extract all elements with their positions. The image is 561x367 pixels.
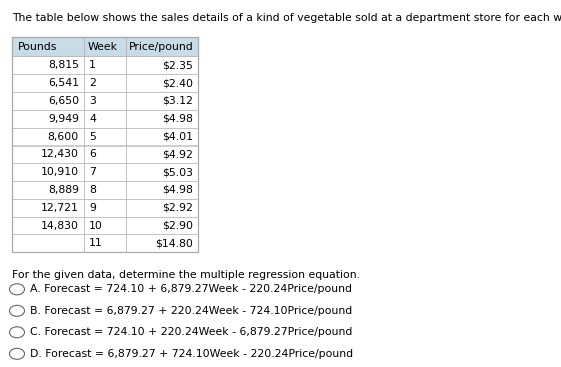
Text: $14.80: $14.80 bbox=[155, 239, 193, 248]
Bar bbox=[12, 163, 198, 181]
Text: 12,430: 12,430 bbox=[41, 149, 79, 159]
Bar bbox=[12, 74, 198, 92]
Bar bbox=[12, 57, 198, 74]
Bar bbox=[12, 181, 198, 199]
Text: 14,830: 14,830 bbox=[41, 221, 79, 230]
Text: 2: 2 bbox=[89, 78, 96, 88]
Text: $3.12: $3.12 bbox=[162, 96, 193, 106]
Text: A. Forecast = 724.10 + 6,879.27Week - 220.24Price/pound: A. Forecast = 724.10 + 6,879.27Week - 22… bbox=[30, 284, 352, 294]
Text: Pounds: Pounds bbox=[18, 42, 57, 52]
Text: $5.03: $5.03 bbox=[162, 167, 193, 177]
Bar bbox=[12, 37, 198, 57]
Text: 5: 5 bbox=[89, 132, 96, 142]
Text: B. Forecast = 6,879.27 + 220.24Week - 724.10Price/pound: B. Forecast = 6,879.27 + 220.24Week - 72… bbox=[30, 306, 352, 316]
Text: $4.92: $4.92 bbox=[162, 149, 193, 159]
Text: 9: 9 bbox=[89, 203, 96, 213]
Text: $2.35: $2.35 bbox=[162, 61, 193, 70]
Text: 8,815: 8,815 bbox=[48, 61, 79, 70]
Text: 9,949: 9,949 bbox=[48, 114, 79, 124]
Text: 1: 1 bbox=[89, 61, 96, 70]
Text: Week: Week bbox=[88, 42, 118, 52]
Text: 8: 8 bbox=[89, 185, 96, 195]
Bar bbox=[12, 145, 198, 163]
Text: 10: 10 bbox=[89, 221, 103, 230]
Text: 12,721: 12,721 bbox=[41, 203, 79, 213]
Text: For the given data, determine the multiple regression equation.: For the given data, determine the multip… bbox=[12, 270, 360, 280]
Text: 7: 7 bbox=[89, 167, 96, 177]
Text: C. Forecast = 724.10 + 220.24Week - 6,879.27Price/pound: C. Forecast = 724.10 + 220.24Week - 6,87… bbox=[30, 327, 352, 337]
Text: 4: 4 bbox=[89, 114, 96, 124]
Text: $2.40: $2.40 bbox=[162, 78, 193, 88]
Bar bbox=[12, 37, 198, 252]
Bar bbox=[12, 199, 198, 217]
Text: 3: 3 bbox=[89, 96, 96, 106]
Text: $2.92: $2.92 bbox=[162, 203, 193, 213]
Text: Price/pound: Price/pound bbox=[129, 42, 194, 52]
Text: 8,889: 8,889 bbox=[48, 185, 79, 195]
Text: $4.98: $4.98 bbox=[162, 114, 193, 124]
Text: $4.98: $4.98 bbox=[162, 185, 193, 195]
Bar bbox=[12, 110, 198, 128]
Bar bbox=[12, 92, 198, 110]
Text: 10,910: 10,910 bbox=[41, 167, 79, 177]
Text: The table below shows the sales details of a kind of vegetable sold at a departm: The table below shows the sales details … bbox=[12, 13, 561, 23]
Bar bbox=[12, 217, 198, 235]
Text: 8,600: 8,600 bbox=[48, 132, 79, 142]
Bar bbox=[12, 235, 198, 252]
Bar bbox=[12, 128, 198, 145]
Text: 11: 11 bbox=[89, 239, 103, 248]
Text: 6,650: 6,650 bbox=[48, 96, 79, 106]
Text: $2.90: $2.90 bbox=[162, 221, 193, 230]
Text: 6: 6 bbox=[89, 149, 96, 159]
Text: $4.01: $4.01 bbox=[162, 132, 193, 142]
Text: D. Forecast = 6,879.27 + 724.10Week - 220.24Price/pound: D. Forecast = 6,879.27 + 724.10Week - 22… bbox=[30, 349, 353, 359]
Text: 6,541: 6,541 bbox=[48, 78, 79, 88]
